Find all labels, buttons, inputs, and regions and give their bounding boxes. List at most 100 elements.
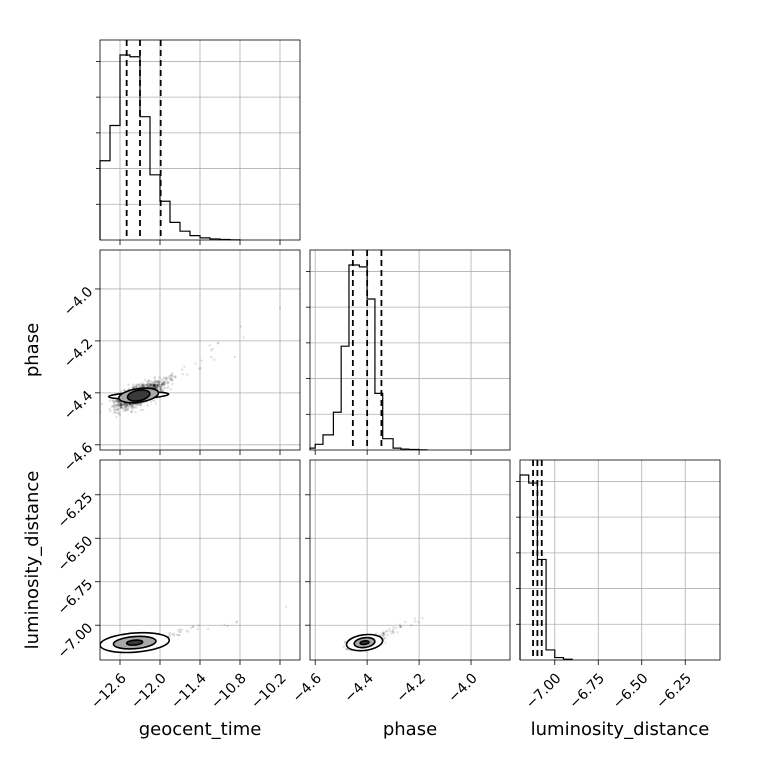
scatter-point <box>165 381 168 384</box>
y-tick-label: −4.4 <box>61 388 96 423</box>
scatter-point <box>156 383 159 386</box>
scatter-point <box>125 403 128 407</box>
density-contour <box>126 389 151 402</box>
scatter-point <box>385 630 388 633</box>
scatter-point <box>171 372 174 375</box>
scatter-point <box>117 401 120 404</box>
scatter-point <box>124 405 127 409</box>
scatter-point <box>171 382 174 386</box>
scatter-point <box>119 403 122 407</box>
scatter-point <box>123 403 127 407</box>
scatter-point <box>152 386 155 389</box>
scatter-point <box>391 629 395 633</box>
scatter-point <box>151 383 154 387</box>
scatter-point <box>108 407 111 411</box>
scatter-point <box>153 375 156 379</box>
scatter-point <box>134 411 137 414</box>
scatter-point <box>160 383 164 387</box>
panel-2-1: −4.6 −4.4 −4.2 −4.0 <box>290 459 511 706</box>
scatter-point <box>226 624 229 628</box>
scatter-point <box>162 383 165 387</box>
scatter-point <box>120 406 123 409</box>
scatter-point <box>121 406 124 410</box>
scatter-point <box>154 380 157 384</box>
scatter-point <box>138 382 142 386</box>
scatter-point <box>113 403 116 406</box>
scatter-point <box>113 405 117 408</box>
scatter-point <box>156 384 159 388</box>
scatter-point <box>123 388 126 392</box>
scatter-point <box>132 384 136 388</box>
scatter-point <box>123 408 127 411</box>
grid-lines <box>520 460 720 660</box>
scatter-point <box>156 381 160 384</box>
x-tick-label: −11.4 <box>168 670 210 712</box>
scatter-point <box>384 641 387 644</box>
scatter-point <box>158 383 162 387</box>
scatter-point <box>152 383 155 387</box>
scatter-point <box>139 404 143 407</box>
scatter-point <box>152 383 155 386</box>
y-tick-label: −6.50 <box>55 533 97 575</box>
histogram-phase <box>309 264 428 451</box>
scatter-point <box>121 403 124 406</box>
scatter-point <box>122 402 126 405</box>
scatter-point <box>154 402 158 405</box>
scatter-point <box>143 383 146 386</box>
scatter-point <box>133 405 136 408</box>
scatter-point <box>139 385 143 388</box>
scatter-point <box>171 633 174 636</box>
scatter-point <box>155 386 158 389</box>
scatter-point <box>135 385 138 388</box>
scatter-point <box>147 382 151 385</box>
panel-frame <box>309 249 511 451</box>
scatter-point <box>168 631 171 635</box>
scatter-point <box>174 375 177 378</box>
panel-frame <box>309 459 511 661</box>
scatter-point <box>125 403 128 407</box>
scatter-point <box>168 375 171 378</box>
scatter-point <box>146 384 149 387</box>
scatter-point <box>167 385 170 388</box>
scatter-point <box>180 628 184 632</box>
scatter-point <box>114 400 117 403</box>
scatter-point <box>130 405 133 408</box>
scatter-point <box>147 384 150 388</box>
scatter-point <box>148 384 151 388</box>
scatter-point <box>131 386 134 389</box>
scatter-point <box>156 384 160 388</box>
scatter-point <box>117 403 121 406</box>
scatter-point <box>142 385 146 388</box>
scatter-point <box>161 381 164 384</box>
scatter-point <box>141 385 144 388</box>
scatter-point <box>156 385 159 389</box>
scatter-point <box>145 384 149 387</box>
scatter-point <box>114 411 117 414</box>
scatter-point <box>381 633 384 636</box>
scatter-point <box>345 647 348 650</box>
density-contour <box>359 640 370 646</box>
scatter-point <box>118 413 122 417</box>
scatter-point <box>151 381 154 385</box>
scatter-point <box>161 383 164 386</box>
scatter-point <box>145 380 149 383</box>
scatter-point <box>140 383 144 387</box>
scatter-point <box>152 384 156 388</box>
scatter-point <box>155 386 158 389</box>
scatter-point <box>157 382 161 386</box>
scatter-point <box>153 384 157 387</box>
scatter-point <box>150 385 153 389</box>
scatter-point <box>142 408 145 412</box>
scatter-point <box>169 374 172 377</box>
scatter-point <box>119 404 123 407</box>
scatter-point <box>396 631 399 634</box>
scatter-point <box>388 628 391 631</box>
scatter-point <box>152 383 156 386</box>
scatter-point <box>156 385 160 388</box>
scatter-point <box>126 402 129 406</box>
scatter-point <box>167 376 171 380</box>
scatter-point <box>141 383 145 387</box>
scatter-point <box>389 630 392 633</box>
scatter-point <box>152 383 155 386</box>
